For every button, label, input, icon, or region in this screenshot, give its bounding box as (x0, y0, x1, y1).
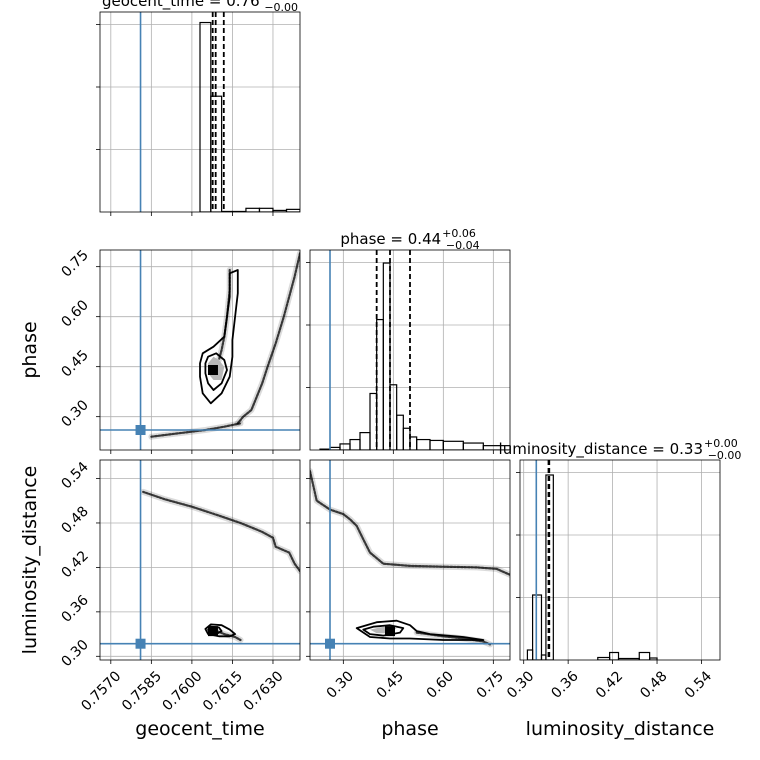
x-tick-label: 0.7615 (200, 668, 246, 714)
x-tick-label: 0.36 (548, 668, 581, 701)
x-tick-label: 0.7585 (119, 668, 165, 714)
hist-content (526, 460, 658, 660)
density-content (310, 460, 510, 660)
title-plus: +0.00 (704, 437, 738, 450)
mean-marker (385, 626, 395, 637)
panel-background (100, 460, 300, 660)
x-axis-label-luminosity_distance: luminosity_distance (526, 718, 715, 740)
title-minus: −0.04 (446, 239, 480, 252)
panel-border (309, 249, 511, 451)
x-tick-label: 0.7630 (241, 668, 287, 714)
x-tick-label: 0.30 (324, 668, 357, 701)
density-content (100, 250, 300, 450)
title-main: luminosity_distance = 0.33 (499, 440, 703, 459)
histogram-bar (638, 651, 651, 660)
x-tick-label: 0.7570 (78, 668, 124, 714)
hist-content (319, 250, 510, 450)
title-main: geocent_time = 0.76 (102, 0, 260, 11)
x-tick-label: 0.45 (374, 668, 407, 701)
y-axis-label-luminosity_distance: luminosity_distance (19, 466, 41, 655)
x-tick-label: 0.54 (682, 668, 715, 701)
contour-line (355, 619, 485, 641)
title-minus: −0.00 (264, 1, 298, 14)
sample-track (236, 252, 300, 425)
panel-background (310, 460, 510, 660)
y-tick-label: 0.60 (58, 297, 91, 330)
y-tick-label: 0.42 (58, 548, 91, 581)
x-tick-label: 0.42 (593, 668, 626, 701)
mean-marker (207, 626, 218, 637)
x-tick-label: 0.60 (424, 668, 457, 701)
y-tick-label: 0.36 (58, 592, 91, 625)
y-tick-label: 0.75 (58, 247, 91, 280)
truth-marker (135, 425, 146, 435)
y-tick-label: 0.45 (58, 347, 91, 380)
panel-title-phase: phase = 0.44+0.06 −0.04 (340, 227, 479, 252)
x-tick-label: 0.48 (637, 668, 670, 701)
panel-border (99, 11, 301, 213)
histogram-bar (609, 651, 620, 660)
panel-title-geocent_time: geocent_time = 0.76+0.00−0.00 (102, 0, 298, 14)
truth-marker (325, 638, 335, 649)
scatter-panel-phase-luminosity_distance: 0.30 0.45 0.60 0.75 (306, 459, 511, 702)
hist-panel-phase (306, 249, 511, 454)
sample-track (310, 470, 510, 576)
histogram-bar (545, 474, 554, 660)
panel-border (99, 249, 301, 451)
scatter-panel-geocent_time-phase: 0.30 0.45 0.60 0.75 (58, 247, 301, 454)
mean-marker (207, 365, 218, 375)
panel-border (309, 459, 511, 661)
y-tick-label: 0.48 (58, 503, 91, 536)
panel-border (99, 459, 301, 661)
x-tick-label: 0.7600 (160, 668, 206, 714)
histogram-bar (649, 657, 658, 660)
hist-panel-luminosity_distance: 0.30 0.36 0.42 0.48 0.54 (504, 459, 721, 702)
title-minus: −0.00 (708, 449, 742, 462)
contour-line (362, 624, 405, 637)
x-axis-label-geocent_time: geocent_time (135, 718, 264, 740)
title-plus: +0.06 (442, 227, 476, 240)
truth-marker (135, 638, 146, 649)
title-main: phase = 0.44 (340, 230, 441, 248)
x-axis-label-phase: phase (381, 718, 438, 740)
x-tick-label: 0.75 (474, 668, 507, 701)
y-tick-label: 0.30 (58, 637, 91, 670)
sample-track (142, 490, 300, 573)
title-plus: +0.00 (261, 0, 295, 2)
y-axis-label-phase: phase (19, 321, 41, 378)
density-content (100, 460, 300, 660)
x-tick-label: 0.30 (504, 668, 537, 701)
y-tick-label: 0.30 (58, 397, 91, 430)
contour-line (199, 269, 239, 405)
hist-panel-geocent_time (96, 11, 301, 216)
panel-background (100, 250, 300, 450)
y-tick-label: 0.54 (58, 459, 91, 492)
contour-line (204, 352, 228, 391)
panel-border (519, 459, 721, 661)
panel-title-luminosity_distance: luminosity_distance = 0.33+0.00 −0.00 (499, 437, 742, 462)
